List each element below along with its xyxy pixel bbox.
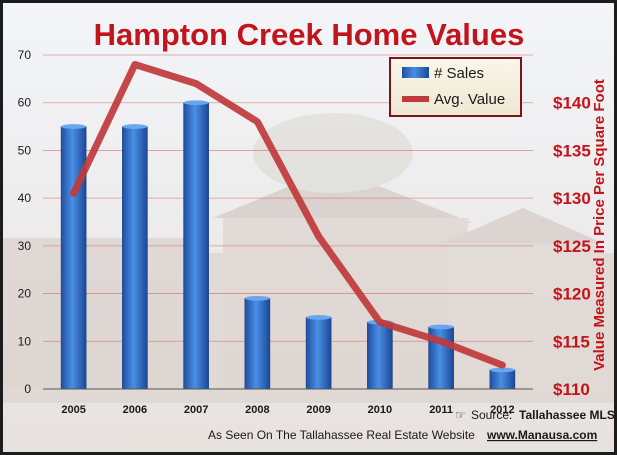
- sales-bar: [489, 369, 516, 390]
- left-tick-label: 10: [18, 334, 32, 348]
- x-tick-label: 2005: [61, 404, 85, 416]
- right-tick-label: $135: [553, 141, 591, 160]
- seen-on-text: As Seen On The Tallahassee Real Estate W…: [208, 428, 475, 442]
- x-axis-ticks: 2005 2006 2007 2008 2009 2010 2011 2012: [61, 404, 514, 416]
- right-tick-label: $110: [553, 380, 590, 399]
- x-tick-label: 2009: [306, 404, 330, 416]
- left-tick-label: 70: [18, 48, 32, 62]
- legend-sales-swatch: [402, 67, 429, 78]
- right-tick-label: $125: [553, 237, 591, 256]
- left-tick-label: 0: [24, 382, 31, 396]
- sales-bar-cap: [428, 324, 454, 330]
- x-tick-label: 2008: [245, 404, 269, 416]
- legend: # Sales Avg. Value: [389, 57, 522, 117]
- sales-bar: [244, 298, 271, 390]
- sales-bar: [305, 317, 332, 390]
- left-tick-label: 30: [18, 239, 32, 253]
- sales-bar: [122, 126, 148, 390]
- x-tick-label: 2006: [123, 404, 147, 416]
- chart-svg: Hampton Creek Home Values 0 10 20 30 40 50 60 7…: [3, 3, 614, 452]
- x-tick-label: 2012: [490, 404, 514, 416]
- x-tick-label: 2010: [368, 404, 392, 416]
- website-link[interactable]: www.Manausa.com: [486, 428, 597, 442]
- right-tick-label: $140: [553, 94, 591, 113]
- sales-bar-cap: [61, 124, 87, 129]
- left-tick-label: 60: [18, 96, 32, 110]
- x-tick-label: 2011: [429, 404, 453, 416]
- sales-bar-cap: [306, 315, 332, 320]
- legend-sales-label: # Sales: [434, 65, 484, 82]
- sales-bar-cap: [244, 295, 270, 301]
- right-tick-label: $130: [553, 189, 591, 208]
- sales-bar-cap: [122, 124, 148, 129]
- left-tick-label: 50: [18, 143, 32, 157]
- chart-title: Hampton Creek Home Values: [94, 17, 525, 52]
- sales-bar: [60, 126, 87, 390]
- source-name: Tallahassee MLS: [519, 408, 614, 422]
- left-axis-ticks: 0 10 20 30 40 50 60 70: [18, 48, 32, 396]
- source-prefix: Source:: [471, 408, 512, 422]
- left-tick-label: 40: [18, 191, 32, 205]
- hand-pointer-icon: ☞: [455, 408, 466, 422]
- sales-bar: [367, 321, 393, 390]
- right-axis-label: Value Measured In Price Per Square Foot: [591, 79, 608, 371]
- sales-bars: [60, 100, 516, 390]
- right-axis-ticks: $110 $115 $120 $125 $130 $135 $140: [553, 94, 591, 399]
- avg-value-line: [70, 61, 506, 369]
- footer: ☞ Source: Tallahassee MLS As Seen On The…: [208, 408, 614, 442]
- sales-bar: [183, 102, 209, 390]
- sales-bar-cap: [489, 367, 515, 373]
- right-tick-label: $115: [553, 332, 590, 351]
- legend-value-label: Avg. Value: [434, 91, 505, 108]
- sales-bar-cap: [183, 100, 209, 106]
- left-tick-label: 20: [18, 287, 32, 301]
- right-tick-label: $120: [553, 285, 591, 304]
- x-tick-label: 2007: [184, 404, 208, 416]
